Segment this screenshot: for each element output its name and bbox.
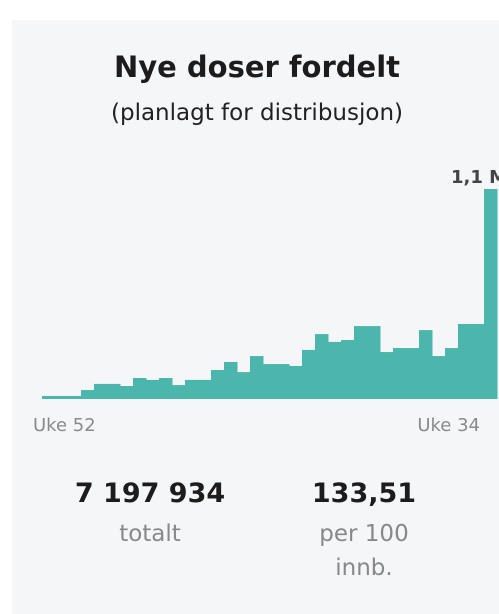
bar: [445, 348, 459, 399]
bar: [315, 334, 329, 399]
stat-value: 7 197 934: [74, 478, 226, 509]
bar: [146, 379, 160, 399]
bar: [341, 340, 355, 399]
stat-label: totalt: [119, 521, 181, 547]
bar: [302, 349, 316, 399]
bar: [380, 352, 394, 399]
bar: [120, 386, 134, 399]
stat-value: 133,51: [311, 478, 417, 509]
stat: 133,51 per 100 innb.: [264, 478, 464, 585]
bar: [107, 383, 121, 399]
data-label: 1,1 M: [451, 167, 499, 188]
bar: [172, 385, 186, 399]
bar: [133, 378, 147, 399]
chart-subtitle: (planlagt for distribusjon): [111, 100, 403, 126]
bar: [406, 348, 420, 399]
chart: Uke 52 Uke 34 1,1 M: [33, 167, 499, 436]
bar: [185, 379, 199, 399]
chart-title: Nye doser fordelt: [113, 50, 401, 84]
x-tick-label: Uke 52: [33, 415, 96, 436]
bar: [393, 348, 407, 399]
bar: [42, 395, 56, 399]
bar: [471, 323, 485, 399]
card: Nye doser fordelt (planlagt for distribu…: [12, 20, 499, 614]
bar: [484, 189, 498, 399]
bar: [419, 330, 433, 399]
bar: [458, 323, 472, 399]
bar: [198, 379, 212, 399]
x-tick-label: Uke 34: [417, 415, 480, 436]
stat: 7 197 934 totalt: [50, 478, 250, 551]
bar: [289, 365, 303, 399]
bar: [159, 378, 173, 399]
bar: [55, 395, 69, 399]
bar: [432, 356, 446, 399]
bar: [328, 341, 342, 399]
bar: [237, 372, 251, 399]
bar: [250, 356, 264, 399]
bar: [68, 395, 82, 399]
bar: [224, 361, 238, 399]
bar: [211, 369, 225, 399]
bar: [367, 326, 381, 399]
bar: [263, 364, 277, 399]
bar: [276, 364, 290, 399]
stat-label: per 100 innb.: [319, 521, 409, 581]
bar: [354, 326, 368, 399]
bar: [81, 390, 95, 399]
bar: [94, 383, 108, 399]
